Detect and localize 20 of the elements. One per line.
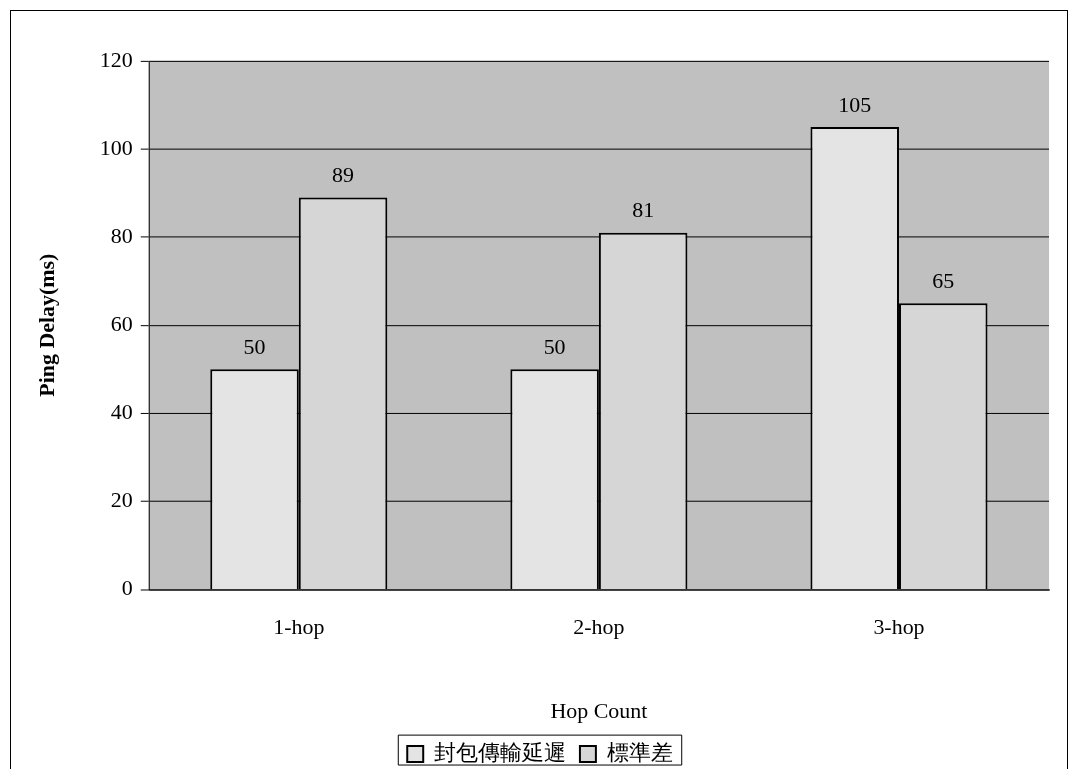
data-label: 89 bbox=[332, 162, 355, 188]
y-tick-label: 60 bbox=[110, 310, 133, 336]
y-tick-label: 100 bbox=[99, 134, 133, 160]
y-tick-label: 20 bbox=[110, 487, 133, 513]
x-axis-title: Hop Count bbox=[550, 697, 648, 723]
x-tick-label: 2-hop bbox=[573, 614, 625, 640]
data-label: 105 bbox=[838, 91, 872, 117]
x-tick-label: 1-hop bbox=[273, 614, 325, 640]
legend-label: 標準差 bbox=[606, 739, 673, 765]
y-tick-label: 120 bbox=[99, 46, 133, 72]
y-tick-label: 40 bbox=[110, 399, 133, 425]
data-label: 65 bbox=[932, 267, 955, 293]
x-tick-label: 3-hop bbox=[873, 614, 925, 640]
data-label: 50 bbox=[243, 334, 266, 360]
y-axis-title: Ping Delay(ms) bbox=[33, 253, 59, 397]
data-label: 50 bbox=[543, 334, 566, 360]
legend-label: 封包傳輸延遲 bbox=[434, 739, 567, 765]
y-tick-label: 80 bbox=[110, 222, 133, 248]
data-label: 81 bbox=[632, 197, 655, 223]
y-tick-label: 0 bbox=[121, 575, 133, 601]
